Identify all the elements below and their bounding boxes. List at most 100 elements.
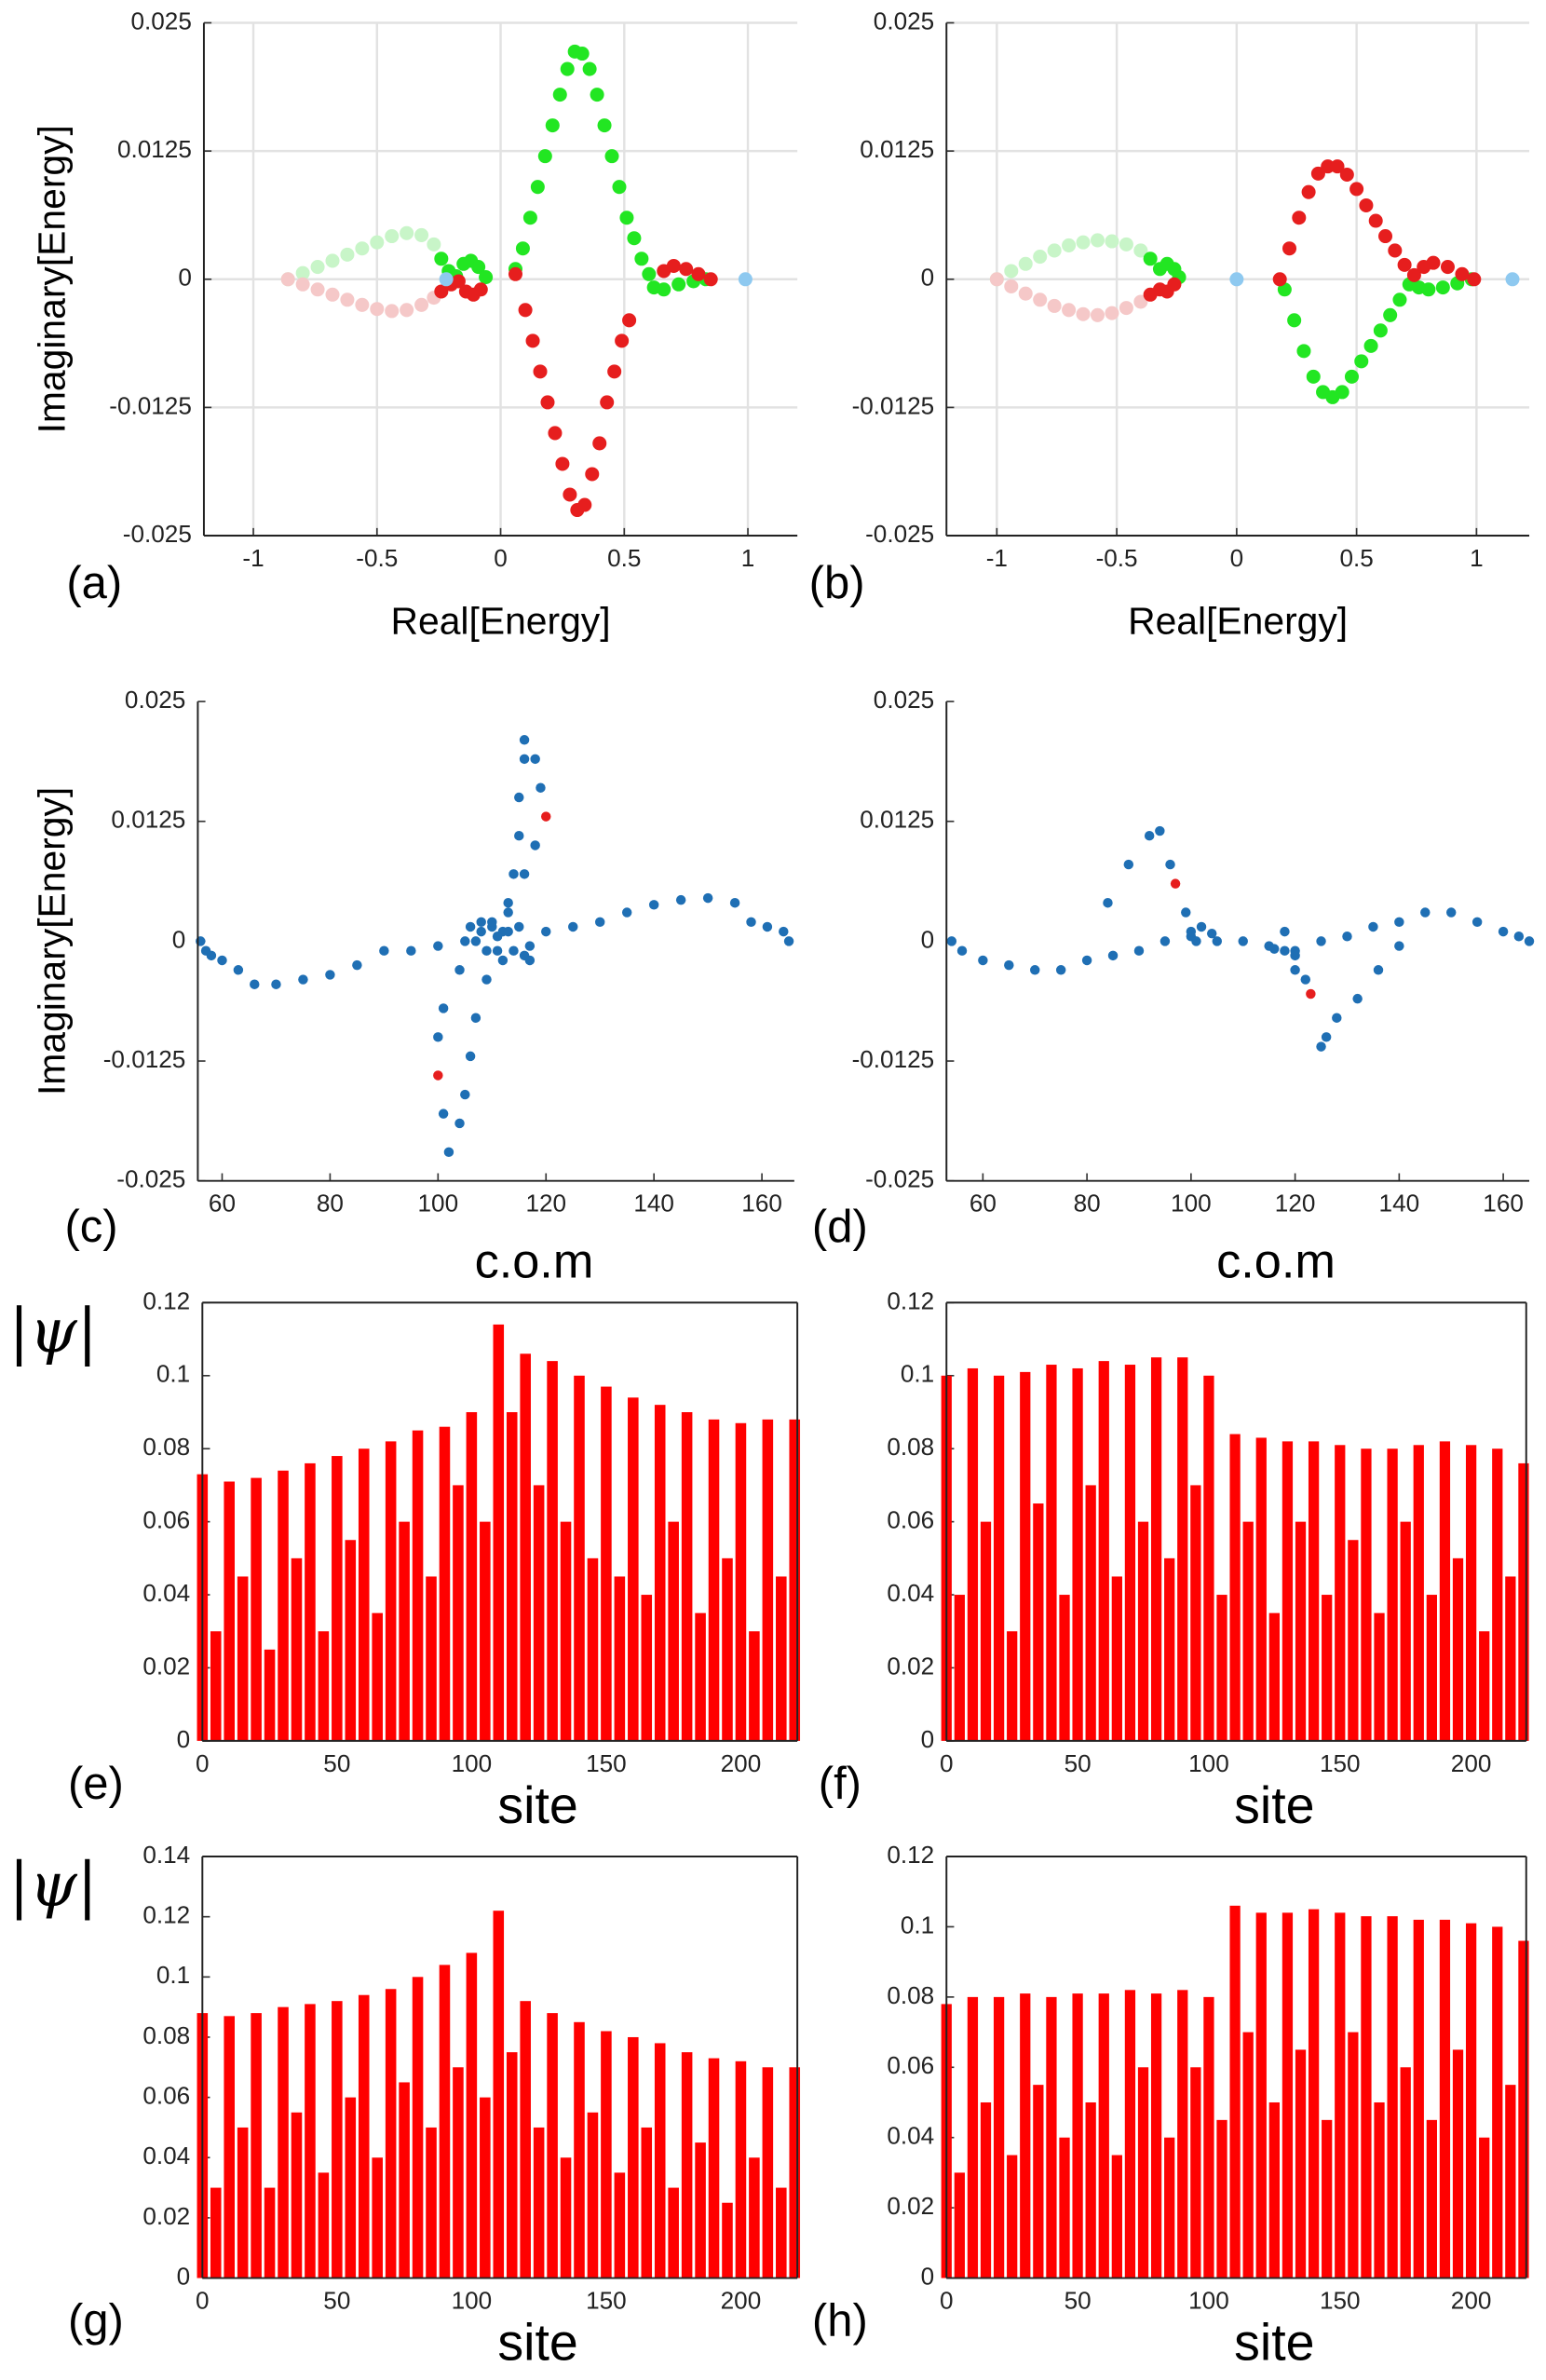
bar <box>1203 1996 1214 2278</box>
x-tick-label: 80 <box>317 1190 344 1217</box>
point <box>1090 307 1105 322</box>
bar <box>954 1595 965 1741</box>
bar <box>762 1419 774 1741</box>
point <box>1435 280 1450 295</box>
point <box>465 921 476 932</box>
x-tick-label: 50 <box>323 2287 350 2315</box>
point <box>295 265 310 280</box>
bar <box>1387 1916 1398 2278</box>
y-tick-label: 0.1 <box>901 1360 934 1388</box>
bar <box>1452 1557 1464 1741</box>
y-tick-label: 0.025 <box>130 7 191 34</box>
point <box>1290 965 1300 975</box>
bar <box>533 2127 545 2278</box>
y-axis-label: |ψ| <box>9 1850 98 1921</box>
point <box>1388 243 1403 258</box>
bar <box>1007 2155 1018 2278</box>
y-tick-label: 0.12 <box>142 1286 190 1314</box>
point <box>563 487 577 502</box>
panel-label: (g) <box>68 2296 124 2346</box>
panel-label: (f) <box>819 1759 861 1809</box>
point <box>439 272 454 287</box>
bar <box>1072 1993 1083 2278</box>
point <box>594 917 605 928</box>
y-tick-label: 0.04 <box>887 2122 934 2150</box>
bar <box>1465 1923 1477 2278</box>
point <box>379 945 389 956</box>
point <box>325 287 340 302</box>
point <box>519 735 530 745</box>
y-tick-label: 0 <box>177 1725 191 1753</box>
point <box>1167 277 1182 292</box>
bar <box>1518 1462 1529 1741</box>
x-tick-label: 100 <box>418 1190 459 1217</box>
x-tick-label: 200 <box>1451 2287 1492 2315</box>
y-tick-label: 0.04 <box>142 2142 190 2169</box>
x-tick-label: 80 <box>1074 1190 1101 1217</box>
point <box>1296 344 1311 359</box>
point <box>522 211 537 225</box>
bar <box>1242 2032 1254 2278</box>
x-tick-label: 60 <box>970 1190 997 1217</box>
point <box>340 292 355 307</box>
bar <box>1255 1437 1267 1741</box>
bar <box>1137 1521 1149 1741</box>
bar <box>533 1485 545 1741</box>
point <box>470 936 481 946</box>
point <box>1206 928 1217 939</box>
bar <box>1282 1912 1294 2278</box>
point <box>615 333 630 348</box>
bar <box>967 1367 979 1741</box>
bar <box>1059 2137 1070 2278</box>
bar <box>695 1612 706 1741</box>
point <box>1445 907 1457 918</box>
point <box>666 258 681 273</box>
point <box>1004 279 1019 293</box>
bar <box>1177 1990 1188 2278</box>
x-tick-label: 50 <box>1065 2287 1092 2315</box>
bar <box>1150 1993 1162 2278</box>
bar <box>412 1430 424 1741</box>
y-tick-label: 0.08 <box>142 2021 190 2049</box>
x-tick-label: 0 <box>196 2287 210 2315</box>
point <box>1133 294 1148 309</box>
y-tick-label: 0.02 <box>142 1652 190 1680</box>
bar <box>587 2112 599 2278</box>
x-tick-label: 0 <box>940 1749 954 1777</box>
point <box>1229 272 1244 287</box>
bar <box>654 1405 666 1741</box>
bar <box>681 1412 693 1741</box>
point <box>1165 859 1175 870</box>
y-tick-label: 0.12 <box>142 1901 190 1929</box>
x-axis-label: Real[Energy] <box>1128 600 1348 643</box>
bar <box>1308 1909 1320 2278</box>
point <box>1004 959 1014 971</box>
point <box>627 231 642 246</box>
point <box>619 211 634 225</box>
bar <box>251 2013 262 2278</box>
y-tick-label: 0.02 <box>142 2202 190 2230</box>
x-tick-label: 140 <box>1379 1190 1420 1217</box>
point <box>460 936 470 946</box>
point <box>1363 338 1378 353</box>
point <box>1287 313 1302 328</box>
bar <box>1361 1916 1372 2278</box>
point <box>465 1051 476 1062</box>
point <box>1143 252 1158 266</box>
y-tick-label: 0.025 <box>874 7 934 34</box>
point <box>1062 303 1077 318</box>
bar <box>385 1441 397 1741</box>
point <box>1383 307 1398 322</box>
point <box>560 61 575 76</box>
bar <box>453 2067 464 2278</box>
point <box>1321 159 1336 174</box>
x-tick-label: 0.5 <box>607 544 641 572</box>
point <box>1471 917 1483 928</box>
bar <box>305 1462 316 1741</box>
bar <box>506 1412 518 1741</box>
y-tick-label: 0.06 <box>887 2051 934 2079</box>
y-tick-label: 0.1 <box>156 1961 190 1989</box>
bar <box>278 1470 289 1741</box>
point <box>1018 256 1033 271</box>
point <box>476 926 486 937</box>
